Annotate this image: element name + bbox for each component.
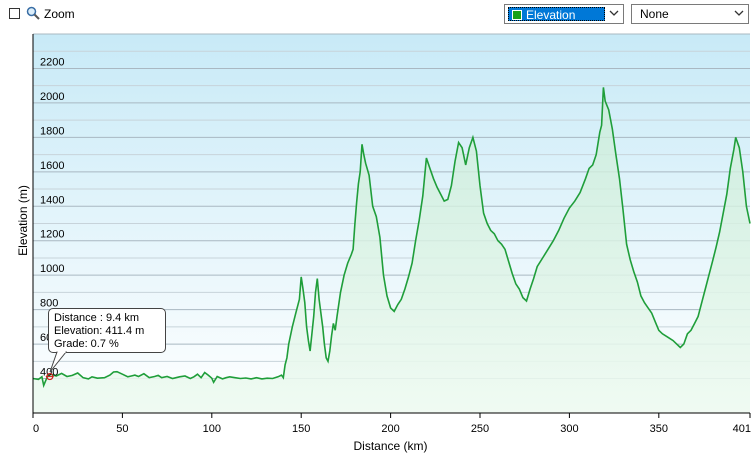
zoom-label[interactable]: Zoom: [44, 7, 75, 21]
y-tick-label: 1000: [40, 263, 64, 275]
y-axis-label: Elevation (m): [16, 185, 30, 256]
x-tick-label: 150: [292, 423, 310, 435]
metric-select-value: Elevation: [526, 8, 576, 22]
tooltip-grade: Grade: 0.7 %: [54, 338, 119, 350]
y-tick-label: 1200: [40, 229, 64, 241]
cursor-tooltip: Distance : 9.4 km Elevation: 411.4 m Gra…: [48, 308, 166, 353]
chevron-down-icon: [609, 10, 619, 16]
x-axis-label: Distance (km): [353, 439, 427, 453]
x-tick-label: 250: [471, 423, 489, 435]
zoom-checkbox[interactable]: [9, 8, 20, 19]
elevation-color-swatch: [512, 10, 522, 20]
secondary-select[interactable]: None: [631, 4, 749, 24]
chevron-down-icon: [734, 10, 744, 16]
x-tick-label: 300: [560, 423, 578, 435]
x-tick-label: 350: [650, 423, 668, 435]
x-tick-label: 200: [381, 423, 399, 435]
tooltip-distance: Distance : 9.4 km: [54, 312, 139, 324]
y-tick-label: 1800: [40, 125, 64, 137]
x-tick-label: 50: [116, 423, 128, 435]
y-tick-label: 2200: [40, 56, 64, 68]
elevation-area-fill: [33, 87, 750, 414]
chart-toolbar: Zoom Elevation None: [0, 0, 756, 30]
metric-select[interactable]: Elevation: [504, 4, 624, 24]
elevation-line: [32, 87, 751, 389]
y-tick-label: 1600: [40, 160, 64, 172]
x-tick-label: 401: [733, 423, 751, 435]
magnifier-icon: [26, 6, 40, 20]
x-axis-ticks: 0 50 100 150 200 250 300 350 401: [32, 413, 751, 435]
tooltip-elevation: Elevation: 411.4 m: [54, 325, 145, 337]
secondary-select-value: None: [640, 7, 669, 21]
y-tick-label: 800: [40, 298, 58, 310]
cursor-marker: [45, 372, 54, 381]
x-tick-label: 0: [33, 423, 39, 435]
y-tick-label: 1400: [40, 194, 64, 206]
x-tick-label: 100: [203, 423, 221, 435]
y-tick-label: 2000: [40, 91, 64, 103]
